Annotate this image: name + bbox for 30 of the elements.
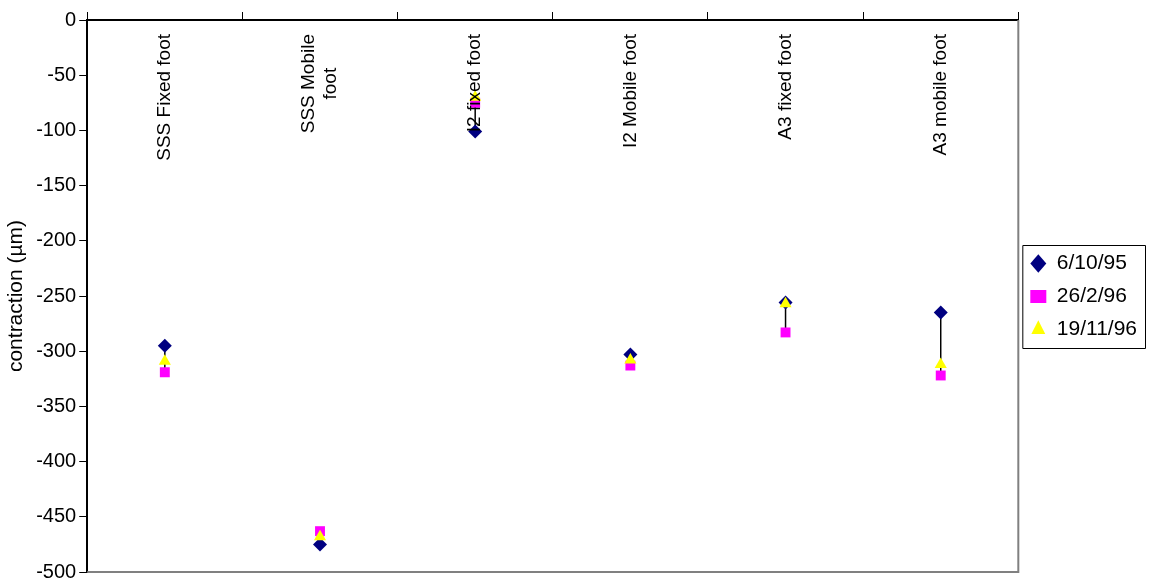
x-tick-label: SSS Mobile foot bbox=[297, 33, 341, 134]
point bbox=[933, 305, 948, 320]
point bbox=[624, 353, 637, 364]
y-tick-label: -200 bbox=[36, 228, 77, 251]
x-tick-label: I2 Mobile foot bbox=[618, 33, 640, 149]
legend-label: 6/10/95 bbox=[1056, 250, 1127, 274]
y-tick-label: -100 bbox=[36, 117, 77, 140]
point bbox=[935, 370, 946, 381]
legend-label: 26/2/96 bbox=[1056, 283, 1127, 307]
point bbox=[158, 354, 171, 365]
x-tick-label: A3 mobile foot bbox=[928, 33, 950, 156]
point bbox=[313, 529, 327, 541]
point bbox=[780, 327, 791, 338]
y-tick-label: -400 bbox=[36, 449, 77, 472]
y-tick-label: -250 bbox=[36, 283, 77, 306]
y-tick-label: -50 bbox=[47, 62, 77, 85]
point bbox=[934, 357, 947, 368]
x-tick-label: SSS Fixed foot bbox=[153, 33, 175, 161]
y-axis-title: contraction (µm) bbox=[3, 219, 27, 373]
y-tick-label: -450 bbox=[36, 504, 77, 527]
y-tick-label: -500 bbox=[36, 559, 77, 582]
point bbox=[157, 338, 172, 353]
y-tick-label: -300 bbox=[36, 338, 77, 361]
y-tick-label: 0 bbox=[65, 7, 77, 30]
point bbox=[159, 367, 170, 378]
legend-label: 19/11/96 bbox=[1056, 316, 1137, 340]
y-tick-label: -150 bbox=[36, 173, 77, 196]
x-tick-label: A3 fixed foot bbox=[773, 33, 795, 140]
x-tick-label: I2 fixed foot bbox=[463, 33, 485, 133]
y-tick-label: -350 bbox=[36, 393, 77, 416]
